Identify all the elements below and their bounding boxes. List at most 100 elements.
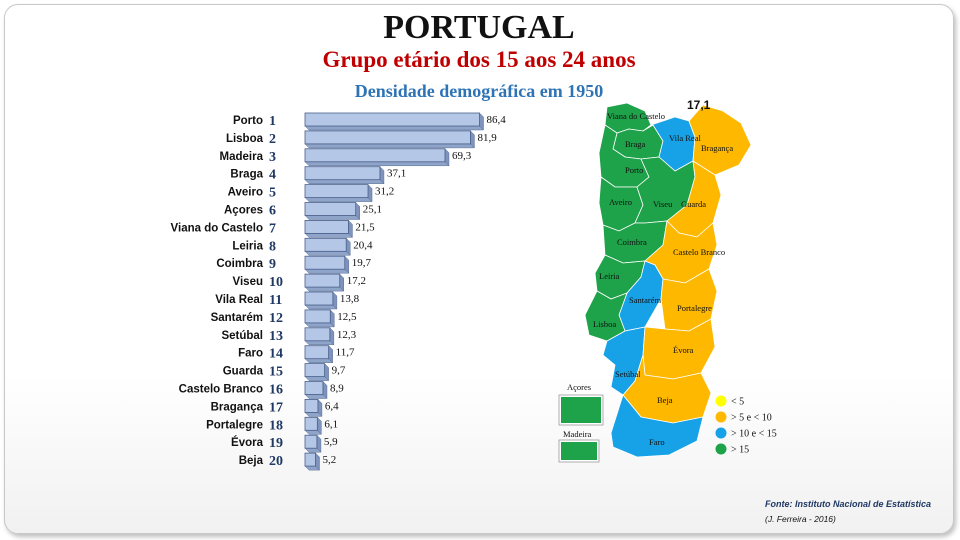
bar-depth (304, 251, 351, 256)
legend-label: > 10 e < 15 (731, 429, 777, 440)
map-label: Braga (625, 139, 646, 149)
page-title: PORTUGAL (383, 9, 575, 46)
category-label: Portalegre (206, 419, 263, 431)
rank-label: 16 (269, 383, 283, 398)
value-label: 13,8 (340, 293, 360, 305)
map-label: Aveiro (609, 197, 632, 207)
bar-depth (304, 286, 345, 292)
value-label: 5,2 (323, 454, 337, 466)
slide: PORTUGAL Grupo etário dos 15 aos 24 anos… (4, 4, 954, 534)
value-label: 17,2 (347, 275, 366, 287)
bar (304, 452, 316, 467)
value-label: 11,7 (336, 347, 355, 359)
bar-group: Aveiro 5 31,2 (228, 183, 394, 203)
inset-acores-label: Açores (567, 382, 591, 392)
legend-swatch (715, 443, 727, 455)
legend-label: > 5 e < 10 (731, 413, 772, 424)
inset-acores: Açores (558, 382, 604, 426)
value-label: 81,9 (477, 132, 497, 144)
bar-group: Leiria 8 20,4 (232, 237, 373, 256)
rank-label: 6 (269, 204, 276, 219)
map-label: Leiria (599, 271, 620, 281)
bar (304, 220, 349, 234)
map-label: Évora (673, 345, 694, 355)
bar-group: Braga 4 37,1 (230, 166, 406, 185)
category-label: Bragança (211, 401, 264, 413)
bar-depth (304, 233, 354, 238)
map-label: Lisboa (593, 319, 616, 329)
rank-label: 13 (269, 329, 283, 344)
rank-label: 7 (269, 221, 276, 236)
portugal-map: Açores Madeira 17,1 Viana do Castelo Bra… (558, 98, 777, 463)
category-label: Lisboa (226, 133, 264, 145)
page-subtitle: Grupo etário dos 15 aos 24 anos (322, 47, 636, 72)
source-note: Fonte: Instituto Nacional de Estatística (765, 499, 932, 509)
bar-group: Açores 6 25,1 (224, 201, 382, 221)
legend-label: < 5 (731, 397, 744, 408)
bar (304, 381, 324, 395)
value-label: 12,5 (337, 311, 357, 323)
map-label: Guarda (681, 199, 706, 209)
map-label: Beja (657, 395, 673, 405)
bar-group: Viseu 10 17,2 (233, 273, 366, 292)
map-label: Viana do Castelo (607, 111, 665, 121)
inset-acores-fill (561, 397, 601, 423)
bar (304, 434, 318, 449)
bar-depth (304, 197, 373, 202)
category-label: Viseu (233, 276, 263, 288)
value-label: 9,7 (332, 365, 346, 377)
map-label: Coimbra (617, 237, 647, 247)
legend-swatch (715, 427, 727, 439)
bar (304, 202, 357, 216)
bar (304, 291, 334, 306)
bar (304, 416, 318, 431)
bar-depth (304, 215, 361, 220)
rank-label: 12 (269, 311, 283, 326)
bar-group: Vila Real 11 13,8 (215, 291, 360, 310)
value-label: 86,4 (487, 114, 507, 126)
value-label: 19,7 (352, 257, 372, 269)
bar (304, 112, 480, 127)
bar-group: Guarda 15 9,7 (223, 362, 346, 382)
rank-label: 14 (269, 347, 283, 362)
rank-label: 9 (269, 257, 276, 272)
map-label: Viseu (653, 199, 673, 209)
bar (304, 398, 319, 413)
bar-depth (304, 358, 334, 363)
rank-label: 17 (269, 400, 283, 415)
rank-label: 15 (269, 365, 283, 380)
category-label: Faro (238, 348, 263, 360)
bar-group: Castelo Branco 16 8,9 (179, 380, 344, 400)
map-label: Portalegre (677, 303, 712, 313)
bar-depth (304, 268, 350, 274)
map-label: Bragança (701, 143, 733, 153)
map-label: Castelo Branco (673, 247, 725, 257)
bar-group: Viana do Castelo 7 21,5 (171, 219, 375, 239)
bar-depth (304, 125, 485, 131)
rank-label: 11 (269, 293, 282, 308)
rank-label: 5 (269, 186, 276, 201)
map-label: Vila Real (669, 133, 701, 143)
rank-label: 10 (269, 275, 283, 290)
value-label: 37,1 (387, 168, 406, 180)
value-label: 5,9 (324, 436, 338, 448)
bar-group: Bragança 17 6,4 (211, 398, 339, 418)
value-label: 6,1 (324, 418, 338, 430)
category-label: Madeira (220, 151, 264, 163)
category-label: Porto (233, 115, 263, 127)
map-label: Setúbal (615, 369, 641, 379)
rank-label: 3 (269, 150, 276, 165)
inset-madeira-fill (561, 442, 597, 460)
category-label: Viana do Castelo (171, 222, 263, 234)
map-labels: Viana do Castelo Braga Vila Real Braganç… (593, 111, 733, 447)
bar-group: Porto 1 86,4 (233, 112, 507, 131)
bar (304, 327, 331, 342)
rank-label: 18 (269, 418, 283, 433)
bar-group: Setúbal 13 12,3 (221, 327, 357, 346)
map-label: Faro (649, 437, 665, 447)
bar-depth (304, 322, 335, 328)
bar-group: Lisboa 2 81,9 (226, 130, 497, 149)
bar-group: Beja 20 5,2 (239, 452, 337, 471)
rank-label: 2 (269, 132, 276, 147)
category-label: Beja (239, 455, 264, 467)
